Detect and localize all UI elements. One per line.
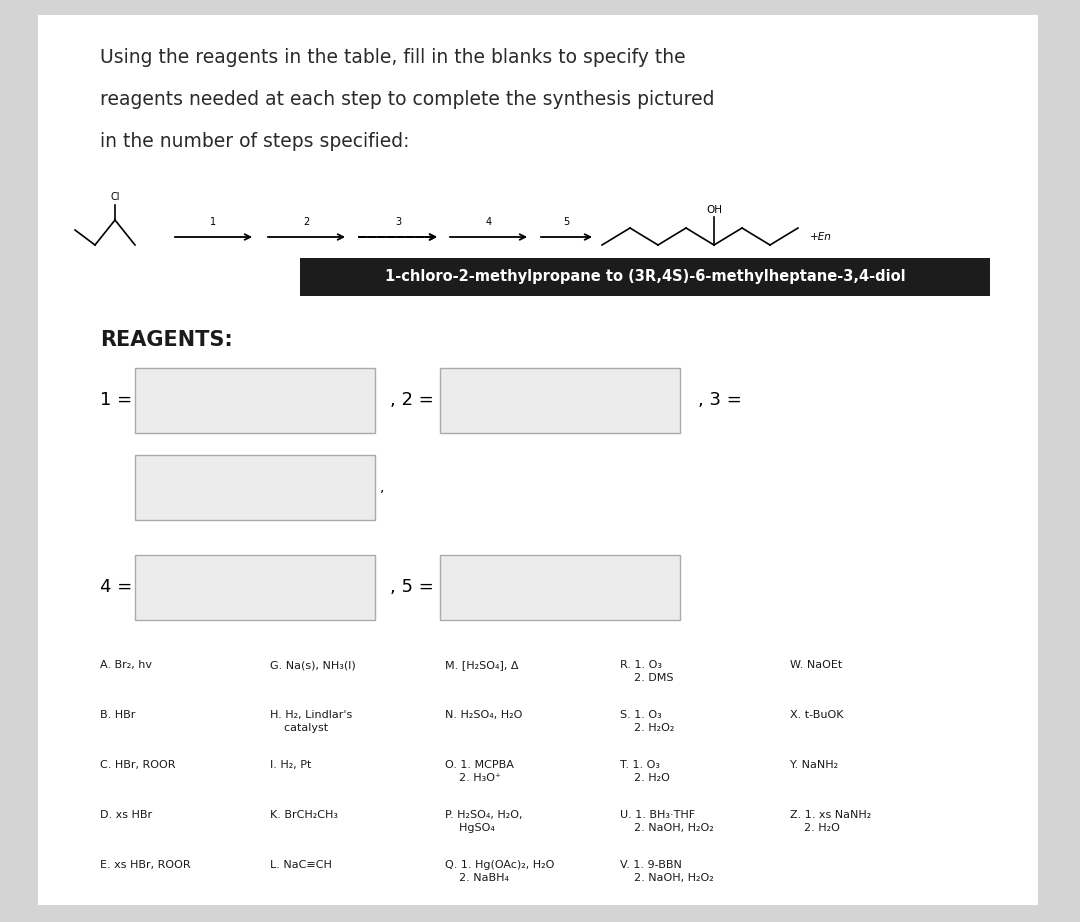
Text: , 5 =: , 5 = xyxy=(390,578,434,596)
Bar xyxy=(440,368,680,433)
Bar xyxy=(135,455,375,520)
Text: W. NaOEt: W. NaOEt xyxy=(789,660,842,670)
Text: +En: +En xyxy=(810,232,832,242)
Text: R. 1. O₃
    2. DMS: R. 1. O₃ 2. DMS xyxy=(620,660,674,683)
Text: M. [H₂SO₄], Δ: M. [H₂SO₄], Δ xyxy=(445,660,518,670)
Text: G. Na(s), NH₃(l): G. Na(s), NH₃(l) xyxy=(270,660,355,670)
Text: 4: 4 xyxy=(485,217,491,227)
Text: OH: OH xyxy=(706,205,723,215)
Text: 3: 3 xyxy=(395,217,401,227)
Text: V. 1. 9-BBN
    2. NaOH, H₂O₂: V. 1. 9-BBN 2. NaOH, H₂O₂ xyxy=(620,860,714,882)
Text: , 2 =: , 2 = xyxy=(390,391,434,409)
Text: B. HBr: B. HBr xyxy=(100,710,135,720)
Text: Q. 1. Hg(OAc)₂, H₂O
    2. NaBH₄: Q. 1. Hg(OAc)₂, H₂O 2. NaBH₄ xyxy=(445,860,554,882)
Text: X. t-BuOK: X. t-BuOK xyxy=(789,710,843,720)
Text: S. 1. O₃
    2. H₂O₂: S. 1. O₃ 2. H₂O₂ xyxy=(620,710,674,733)
Text: D. xs HBr: D. xs HBr xyxy=(100,810,152,820)
Bar xyxy=(135,555,375,620)
Text: P. H₂SO₄, H₂O,
    HgSO₄: P. H₂SO₄, H₂O, HgSO₄ xyxy=(445,810,523,833)
Text: 2: 2 xyxy=(303,217,310,227)
Bar xyxy=(135,368,375,433)
Text: 1: 1 xyxy=(211,217,217,227)
Text: Cl: Cl xyxy=(110,192,120,202)
Text: , 3 =: , 3 = xyxy=(698,391,742,409)
Text: Using the reagents in the table, fill in the blanks to specify the: Using the reagents in the table, fill in… xyxy=(100,48,686,67)
Text: in the number of steps specified:: in the number of steps specified: xyxy=(100,132,409,151)
Text: 5: 5 xyxy=(564,217,569,227)
Text: 1 =: 1 = xyxy=(100,391,132,409)
Text: I. H₂, Pt: I. H₂, Pt xyxy=(270,760,311,770)
Text: A. Br₂, hv: A. Br₂, hv xyxy=(100,660,152,670)
Text: N. H₂SO₄, H₂O: N. H₂SO₄, H₂O xyxy=(445,710,523,720)
Text: 4 =: 4 = xyxy=(100,578,132,596)
Text: O. 1. MCPBA
    2. H₃O⁺: O. 1. MCPBA 2. H₃O⁺ xyxy=(445,760,514,783)
Bar xyxy=(440,555,680,620)
Text: C. HBr, ROOR: C. HBr, ROOR xyxy=(100,760,175,770)
Text: K. BrCH₂CH₃: K. BrCH₂CH₃ xyxy=(270,810,338,820)
Text: 1-chloro-2-methylpropane to (3R,4S)-6-methylheptane-3,4-diol: 1-chloro-2-methylpropane to (3R,4S)-6-me… xyxy=(384,269,905,285)
Text: ,: , xyxy=(380,480,384,494)
Text: U. 1. BH₃·THF
    2. NaOH, H₂O₂: U. 1. BH₃·THF 2. NaOH, H₂O₂ xyxy=(620,810,714,833)
Text: Y. NaNH₂: Y. NaNH₂ xyxy=(789,760,838,770)
Text: Z. 1. xs NaNH₂
    2. H₂O: Z. 1. xs NaNH₂ 2. H₂O xyxy=(789,810,872,833)
Text: E. xs HBr, ROOR: E. xs HBr, ROOR xyxy=(100,860,191,870)
Text: L. NaC≡CH: L. NaC≡CH xyxy=(270,860,332,870)
Text: REAGENTS:: REAGENTS: xyxy=(100,330,233,350)
Text: reagents needed at each step to complete the synthesis pictured: reagents needed at each step to complete… xyxy=(100,90,715,109)
Text: T. 1. O₃
    2. H₂O: T. 1. O₃ 2. H₂O xyxy=(620,760,670,783)
Text: H. H₂, Lindlar's
    catalyst: H. H₂, Lindlar's catalyst xyxy=(270,710,352,733)
Bar xyxy=(300,258,990,296)
